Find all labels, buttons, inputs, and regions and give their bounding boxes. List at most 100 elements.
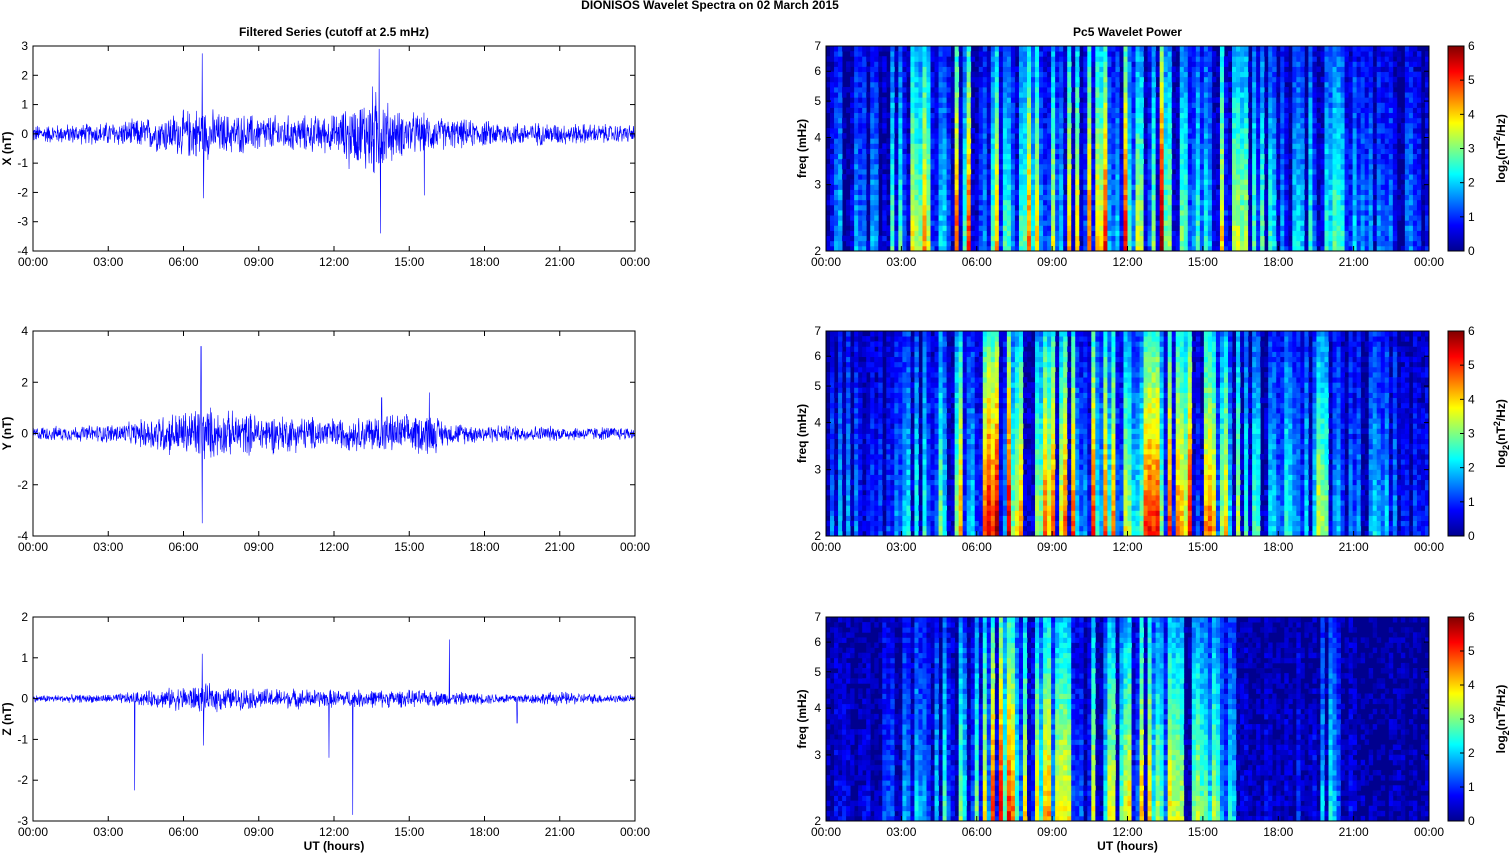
heatmap-cell [1022, 102, 1028, 108]
heatmap-cell [1027, 46, 1032, 52]
heatmap-cell [1135, 204, 1140, 211]
heatmap-cell [1288, 204, 1293, 211]
heatmap-cell [1051, 143, 1056, 149]
heatmap-cell [1296, 199, 1301, 206]
heatmap-cell [1119, 199, 1124, 206]
y-tick-label: 3 [21, 39, 28, 53]
heatmap-cell [990, 215, 996, 221]
heatmap-cell [938, 61, 943, 67]
heatmap-cell [998, 102, 1004, 108]
heatmap-cell [1252, 76, 1257, 83]
heatmap-cell [874, 122, 879, 129]
heatmap-cell [1027, 220, 1032, 226]
heatmap-cell [902, 220, 907, 226]
heatmap-cell [1139, 153, 1144, 160]
heatmap-cell [1260, 245, 1265, 252]
heatmap-cell [958, 225, 964, 231]
heatmap-cell [1268, 204, 1273, 211]
heatmap-cell [1199, 179, 1205, 185]
heatmap-cell [946, 245, 952, 252]
heatmap-cell [830, 179, 835, 185]
heatmap-cell [1268, 235, 1273, 242]
heatmap-cell [1252, 204, 1257, 211]
heatmap-cell [1159, 92, 1165, 98]
heatmap-cell [838, 230, 843, 237]
heatmap-cell [1223, 230, 1229, 237]
heatmap-cell [1059, 235, 1064, 242]
heatmap-cell [1043, 240, 1048, 247]
heatmap-cell [1151, 138, 1157, 144]
heatmap-cell [1179, 204, 1185, 211]
heatmap-cell [1252, 66, 1257, 73]
heatmap-cell [1031, 81, 1036, 88]
heatmap-cell [830, 204, 835, 211]
heatmap-cell [978, 199, 984, 206]
heatmap-cell [1203, 92, 1209, 98]
heatmap-cell [1018, 133, 1024, 139]
heatmap-cell [1191, 153, 1197, 160]
heatmap-cell [1324, 81, 1329, 88]
heatmap-cell [1159, 153, 1165, 160]
heatmap-cell [1127, 194, 1132, 201]
heatmap-cell [1300, 163, 1305, 170]
heatmap-cell [1119, 174, 1124, 180]
heatmap-cell [1131, 240, 1136, 247]
heatmap-cell [1151, 194, 1157, 201]
heatmap-cell [1107, 225, 1112, 231]
heatmap-cell [1240, 133, 1245, 139]
heatmap-cell [926, 46, 931, 52]
heatmap-cell [1232, 128, 1237, 134]
heatmap-cell [1219, 210, 1225, 216]
heatmap-cell [958, 107, 964, 114]
heatmap-cell [1264, 76, 1269, 83]
heatmap-cell [1167, 245, 1173, 252]
heatmap-cell [1252, 133, 1257, 139]
heatmap-cell [1195, 92, 1201, 98]
heatmap-cell [1236, 169, 1241, 175]
heatmap-cell [966, 225, 972, 231]
heatmap-cell [930, 240, 935, 247]
heatmap-cell [1244, 143, 1249, 149]
heatmap-cell [1183, 46, 1189, 52]
heatmap-cell [938, 235, 943, 242]
heatmap-cell [1312, 138, 1317, 144]
heatmap-cell [1103, 138, 1108, 144]
heatmap-cell [1244, 92, 1249, 98]
heatmap-cell [1067, 215, 1072, 221]
heatmap-cell [1203, 112, 1209, 119]
heatmap-cell [1332, 102, 1337, 108]
heatmap-cell [1039, 56, 1044, 62]
heatmap-cell [1256, 245, 1261, 252]
heatmap-cell [902, 235, 907, 242]
heatmap-cell [1312, 71, 1317, 78]
heatmap-cell [890, 169, 895, 175]
heatmap-cell [1006, 97, 1012, 103]
heatmap-cell [854, 56, 859, 62]
heatmap-cell [1055, 97, 1060, 103]
heatmap-cell [894, 235, 899, 242]
heatmap-cell [926, 225, 931, 231]
heatmap-cell [1183, 122, 1189, 129]
heatmap-cell [1039, 194, 1044, 201]
heatmap-cell [938, 174, 943, 180]
heatmap-cell [834, 169, 839, 175]
heatmap-cell [1171, 220, 1177, 226]
heatmap-cell [1280, 117, 1285, 124]
heatmap-cell [1344, 46, 1349, 52]
heatmap-cell [1280, 230, 1285, 237]
heatmap-cell [958, 189, 964, 196]
heatmap-cell [1002, 122, 1008, 129]
heatmap-cell [1199, 240, 1205, 247]
heatmap-cell [1276, 51, 1281, 57]
heatmap-cell [1123, 148, 1128, 155]
heatmap-cell [1232, 194, 1237, 201]
heatmap-cell [1111, 138, 1116, 144]
heatmap-cell [962, 87, 968, 93]
heatmap-cell [942, 153, 947, 160]
heatmap-cell [1179, 235, 1185, 242]
heatmap-cell [922, 56, 927, 62]
heatmap-cell [1107, 133, 1112, 139]
heatmap-cell [1091, 210, 1096, 216]
heatmap-cell [1123, 194, 1128, 201]
heatmap-cell [1055, 153, 1060, 160]
